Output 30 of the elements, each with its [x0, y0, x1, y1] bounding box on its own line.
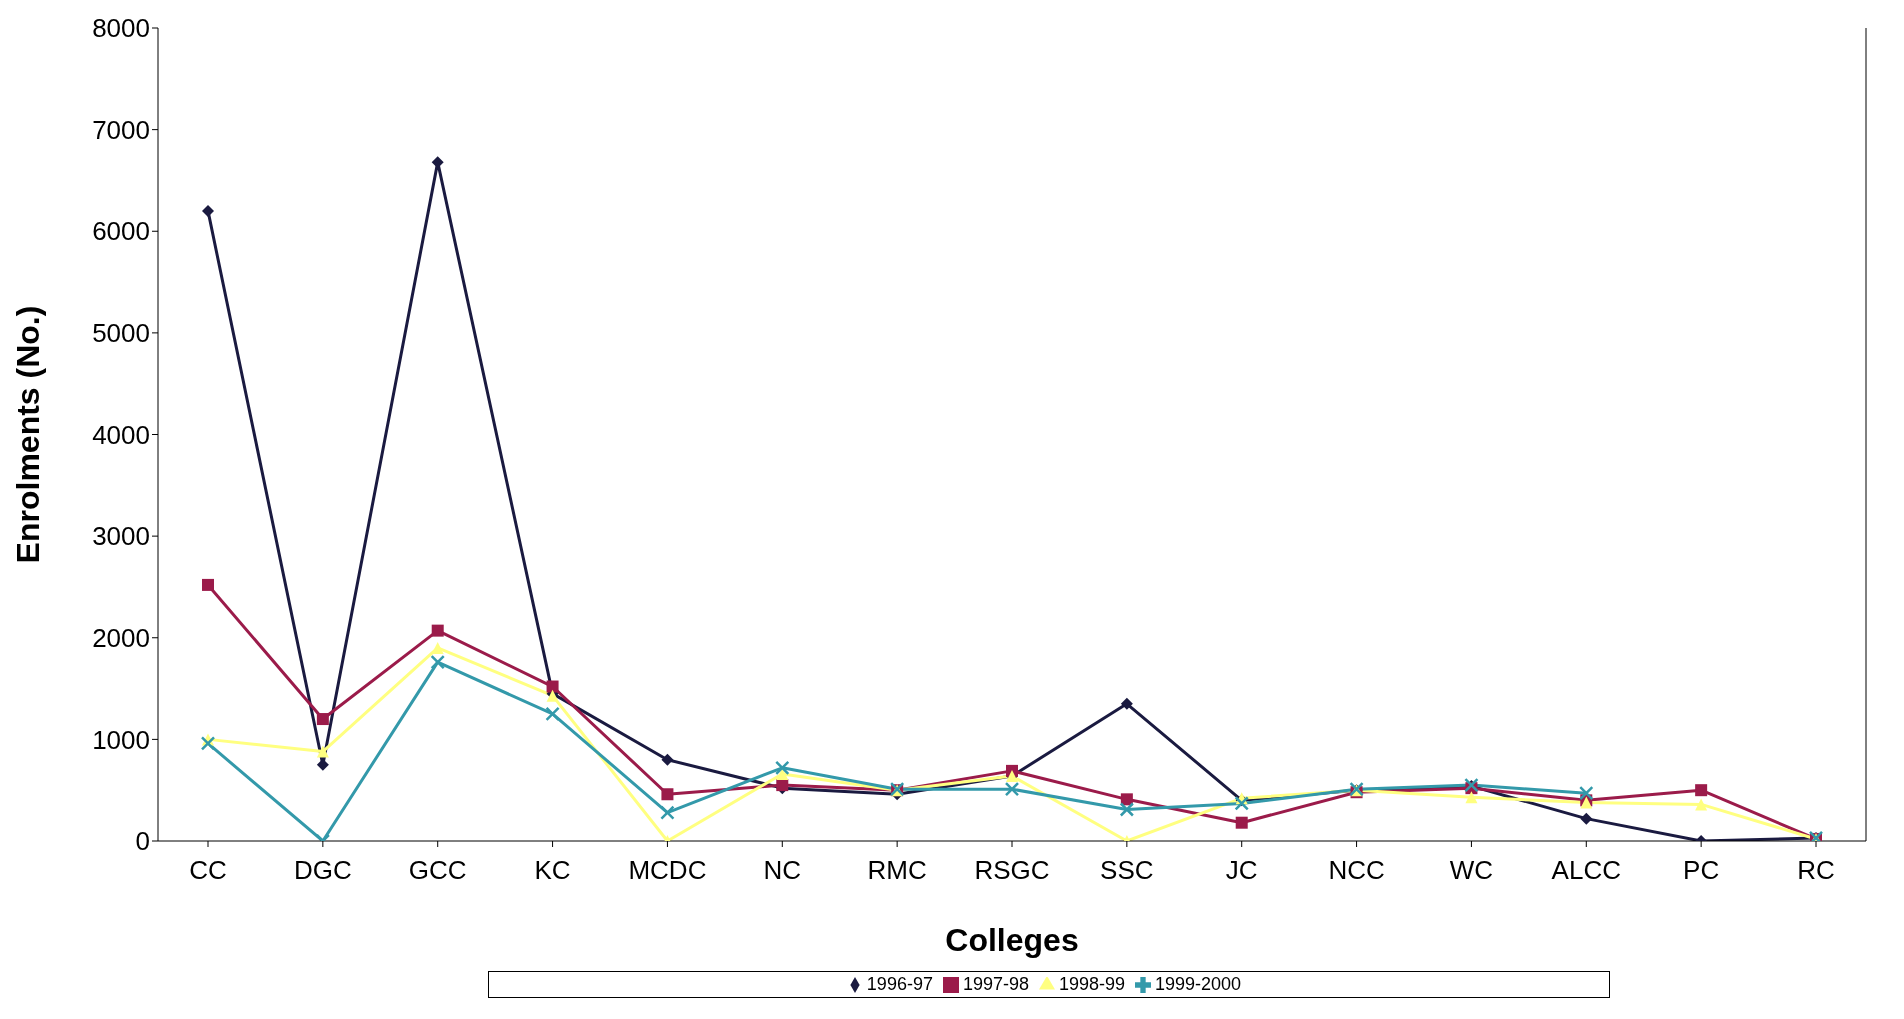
x-tick-label: RC: [1797, 855, 1835, 886]
x-tick-label: WC: [1449, 855, 1494, 886]
legend-label: 1998-99: [1058, 974, 1126, 994]
legend-label: 1996-97: [866, 974, 933, 994]
y-tick-label: 1000: [92, 724, 150, 755]
y-tick-label: 0: [135, 826, 150, 857]
x-tick-label: ALCC: [1551, 855, 1621, 886]
y-axis-title: Enrolments (No.): [10, 305, 47, 564]
x-tick-label: RSGC: [974, 855, 1050, 886]
y-tick-label: 2000: [92, 622, 150, 653]
x-tick-label: KC: [534, 855, 571, 886]
legend-label: 1997-98: [962, 974, 1029, 994]
legend-label: 1999-2000: [1155, 974, 1242, 994]
x-tick-label: NC: [763, 855, 802, 886]
x-tick-label: DGC: [293, 855, 352, 886]
x-tick-label: MCDC: [628, 855, 707, 886]
x-tick-label: JC: [1225, 855, 1258, 886]
x-tick-label: PC: [1683, 855, 1720, 886]
x-tick-label: RMC: [867, 855, 927, 886]
y-tick-label: 7000: [92, 114, 150, 145]
y-tick-label: 8000: [92, 13, 150, 44]
y-tick-label: 4000: [92, 419, 150, 450]
x-tick-label: GCC: [408, 855, 467, 886]
y-tick-label: 5000: [92, 318, 150, 349]
y-tick-label: 3000: [92, 521, 150, 552]
y-tick-label: 6000: [92, 216, 150, 247]
x-tick-label: CC: [189, 855, 227, 886]
x-tick-label: NCC: [1328, 855, 1385, 886]
x-tick-label: SSC: [1100, 855, 1154, 886]
x-axis-title: Colleges: [945, 922, 1079, 958]
